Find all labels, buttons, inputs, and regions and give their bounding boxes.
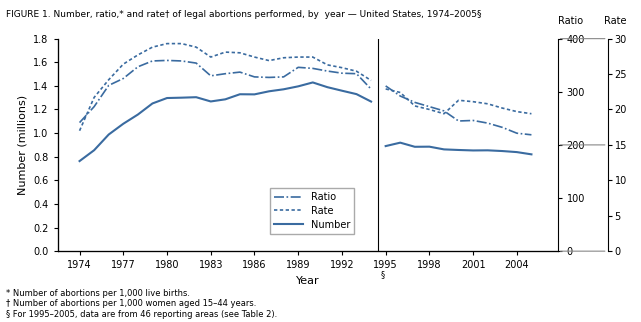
- Text: FIGURE 1. Number, ratio,* and rate† of legal abortions performed, by  year — Uni: FIGURE 1. Number, ratio,* and rate† of l…: [6, 10, 482, 19]
- Text: Rate: Rate: [604, 16, 626, 26]
- Text: §: §: [381, 270, 385, 279]
- Y-axis label: Number (millions): Number (millions): [18, 95, 28, 195]
- Legend: Ratio, Rate, Number: Ratio, Rate, Number: [270, 188, 354, 233]
- X-axis label: Year: Year: [296, 276, 319, 286]
- Text: * Number of abortions per 1,000 live births.
† Number of abortions per 1,000 wom: * Number of abortions per 1,000 live bir…: [6, 289, 278, 319]
- Text: Ratio: Ratio: [558, 16, 583, 26]
